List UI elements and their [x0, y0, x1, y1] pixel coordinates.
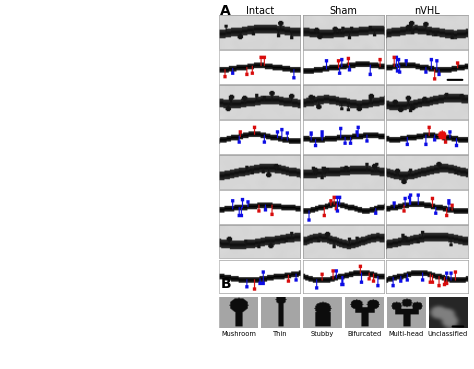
- Text: Thin: Thin: [273, 331, 288, 337]
- Text: nVHL: nVHL: [415, 6, 440, 16]
- Text: NAcc: NAcc: [205, 248, 214, 270]
- Text: A: A: [220, 4, 231, 18]
- Text: PFC-3: PFC-3: [205, 38, 214, 62]
- Text: Intact: Intact: [246, 6, 274, 16]
- Text: BLA: BLA: [205, 181, 214, 197]
- Text: Multi-head: Multi-head: [388, 331, 424, 337]
- Text: Unclassified: Unclassified: [428, 331, 468, 337]
- Text: Bifurcated: Bifurcated: [347, 331, 381, 337]
- Text: Mushroom: Mushroom: [221, 331, 256, 337]
- Text: Stubby: Stubby: [310, 331, 334, 337]
- Text: Sham: Sham: [330, 6, 357, 16]
- Text: B: B: [220, 277, 231, 291]
- Text: PFC-5: PFC-5: [205, 107, 214, 131]
